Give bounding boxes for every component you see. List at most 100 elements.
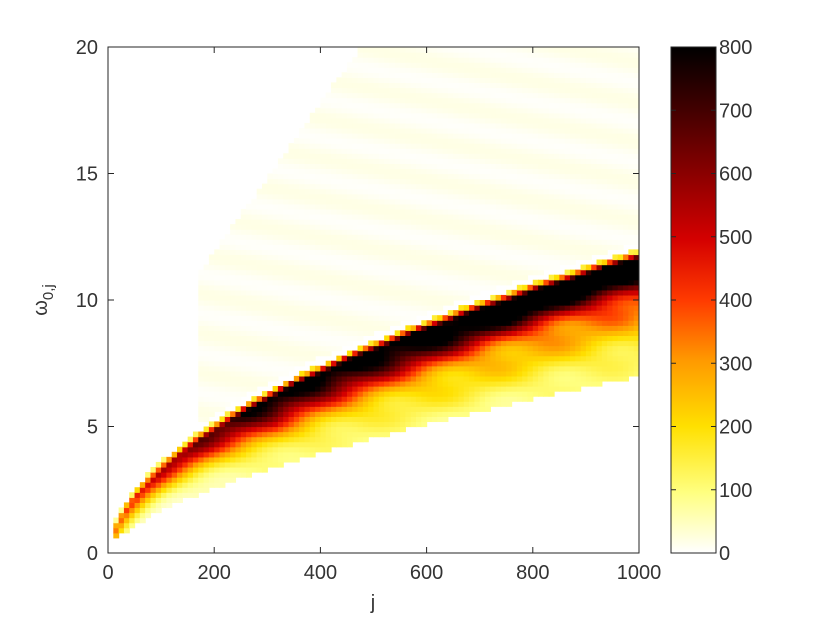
heatmap-cell: [527, 163, 534, 170]
heatmap-cell: [500, 335, 507, 342]
heatmap-cell: [522, 355, 529, 362]
heatmap-cell: [453, 345, 460, 352]
heatmap-cell: [309, 229, 316, 235]
heatmap-cell: [569, 183, 576, 190]
heatmap-cell: [325, 148, 332, 154]
heatmap-cell: [442, 122, 449, 129]
heatmap-cell: [580, 62, 587, 68]
heatmap-cell: [463, 47, 470, 53]
heatmap-cell: [203, 441, 210, 448]
heatmap-cell: [437, 380, 444, 387]
heatmap-cell: [548, 112, 555, 119]
heatmap-cell: [267, 198, 274, 205]
heatmap-cell: [230, 294, 237, 301]
heatmap-cell: [548, 52, 555, 58]
heatmap-cell: [421, 72, 428, 78]
heatmap-cell: [479, 47, 486, 53]
heatmap-cell: [415, 102, 422, 109]
heatmap-cell: [288, 213, 295, 220]
heatmap-cell: [394, 229, 401, 235]
heatmap-cell: [394, 158, 401, 164]
heatmap-cell: [315, 163, 321, 170]
heatmap-cell: [283, 244, 290, 250]
heatmap-cell: [511, 148, 518, 154]
heatmap-cell: [447, 401, 454, 407]
heatmap-cell: [548, 391, 555, 397]
heatmap-cell: [447, 340, 454, 347]
heatmap-cell: [559, 224, 566, 230]
heatmap-cell: [569, 370, 576, 377]
heatmap-cell: [251, 446, 258, 453]
heatmap-cell: [522, 284, 529, 291]
heatmap-cell: [246, 274, 252, 281]
heatmap-cell: [299, 411, 306, 417]
heatmap-cell: [368, 406, 375, 412]
heatmap-cell: [405, 294, 412, 301]
heatmap-cell: [474, 224, 481, 230]
heatmap-cell: [543, 77, 550, 84]
heatmap-cell: [192, 446, 199, 453]
heatmap-cell: [283, 340, 290, 347]
heatmap-cell: [203, 466, 210, 473]
heatmap-cell: [272, 340, 279, 347]
heatmap-cell: [463, 72, 470, 78]
heatmap-cell: [246, 294, 252, 301]
heatmap-cell: [410, 117, 417, 124]
heatmap-cell: [309, 198, 316, 205]
heatmap-cell: [511, 122, 518, 129]
heatmap-cell: [299, 158, 306, 164]
heatmap-cell: [256, 416, 263, 423]
heatmap-cell: [352, 269, 359, 276]
heatmap-cell: [548, 213, 555, 220]
heatmap-cell: [522, 52, 529, 58]
heatmap-cell: [431, 380, 438, 387]
heatmap-cell: [346, 249, 353, 256]
heatmap-cell: [431, 234, 438, 240]
heatmap-cell: [394, 406, 401, 412]
heatmap-cell: [490, 300, 497, 306]
heatmap-cell: [261, 259, 268, 266]
heatmap-cell: [368, 340, 375, 347]
heatmap-cell: [447, 365, 454, 372]
heatmap-cell: [463, 340, 470, 347]
heatmap-cell: [384, 188, 391, 195]
heatmap-cell: [352, 294, 359, 301]
heatmap-cell: [378, 153, 385, 159]
heatmap-cell: [373, 117, 380, 124]
heatmap-cell: [389, 208, 396, 215]
heatmap-cell: [453, 153, 460, 159]
heatmap-cell: [426, 284, 433, 291]
heatmap-cell: [447, 67, 454, 73]
heatmap-cell: [400, 153, 406, 159]
heatmap-cell: [522, 67, 529, 73]
heatmap-cell: [564, 279, 571, 286]
heatmap-cell: [336, 416, 343, 423]
heatmap-cell: [277, 193, 284, 200]
heatmap-cell: [405, 67, 412, 73]
heatmap-cell: [368, 62, 375, 68]
heatmap-cell: [453, 138, 460, 144]
heatmap-cell: [261, 188, 268, 195]
heatmap-cell: [569, 102, 576, 109]
heatmap-cell: [463, 254, 470, 261]
heatmap-cell: [559, 148, 566, 154]
heatmap-cell: [426, 208, 433, 215]
heatmap-cell: [246, 325, 252, 331]
heatmap-cell: [341, 92, 348, 99]
heatmap-cell: [575, 87, 582, 94]
heatmap-cell: [362, 219, 369, 225]
heatmap-cell: [495, 57, 502, 63]
heatmap-cell: [415, 219, 422, 225]
heatmap-cell: [331, 158, 337, 164]
heatmap-cell: [463, 97, 470, 104]
heatmap-cell: [538, 279, 545, 286]
heatmap-cell: [389, 102, 396, 109]
heatmap-cell: [426, 47, 433, 53]
heatmap-cell: [479, 340, 486, 347]
heatmap-cell: [511, 188, 518, 195]
heatmap-cell: [293, 350, 300, 357]
heatmap-cell: [453, 380, 460, 387]
heatmap-cell: [479, 264, 486, 271]
heatmap-cell: [564, 57, 571, 63]
heatmap-cell: [288, 173, 295, 180]
